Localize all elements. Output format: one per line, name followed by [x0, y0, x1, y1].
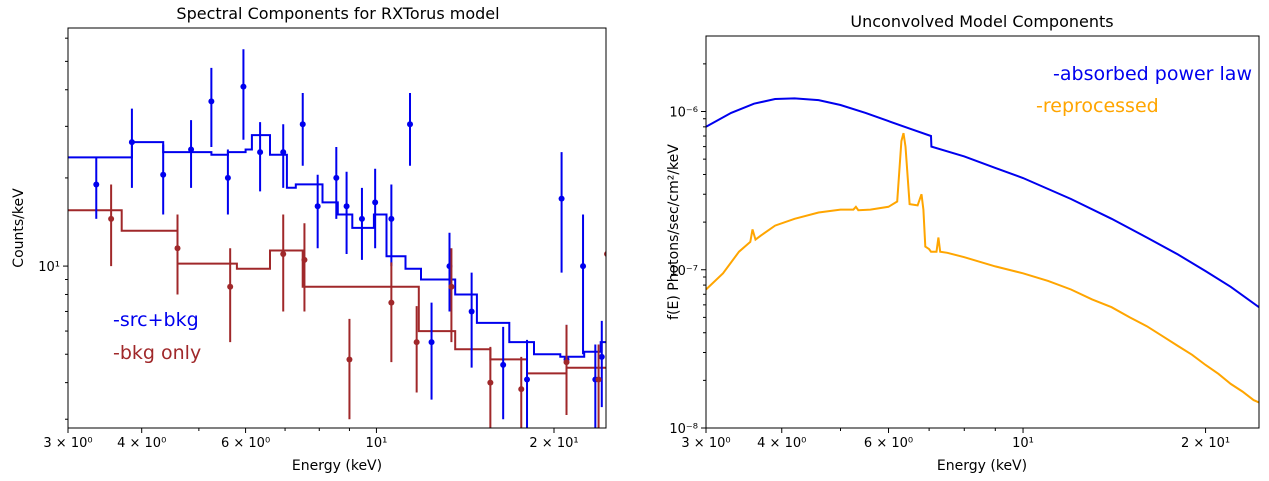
legend-absorbed-power-law: -absorbed power law	[1053, 63, 1252, 85]
left-chart-title: Spectral Components for RXTorus model	[176, 4, 499, 23]
left-series-2-point-15	[388, 215, 395, 222]
right-chart-title: Unconvolved Model Components	[850, 12, 1113, 31]
left-series-3-point-6	[388, 299, 395, 306]
left-y-axis-label: Counts/keV	[11, 188, 27, 268]
left-series-2-point-10	[314, 203, 321, 210]
legend-reprocessed: -reprocessed	[1036, 95, 1159, 117]
left-series-3-point-10	[518, 386, 525, 393]
left-axes-frame	[67, 27, 607, 429]
left-x-ticks: 3 × 10⁰ 4 × 10⁰ 6 × 10⁰ 10¹ 2 × 10¹	[43, 428, 579, 451]
left-xtick-label-4: 4 × 10⁰	[117, 436, 166, 451]
legend-src-bkg: -src+bkg	[113, 309, 199, 331]
left-series-2-point-6	[240, 83, 247, 90]
left-series-2-point-22	[558, 195, 565, 202]
right-axes-frame	[705, 35, 1260, 429]
left-series-2-point-13	[358, 215, 365, 222]
left-y-ticks: 10¹	[38, 37, 68, 420]
right-y-axis-label: f(E) Photons/sec/cm²/keV	[666, 144, 682, 320]
left-series-3-point-3	[280, 250, 287, 257]
right-xtick-label-10: 10¹	[1012, 436, 1034, 451]
left-series-3-point-12	[595, 376, 602, 383]
left-series-2-point-9	[299, 121, 306, 128]
right-xtick-label-3: 3 × 10⁰	[681, 436, 730, 451]
left-series-2-point-19	[468, 308, 475, 315]
left-series-2-point-21	[524, 376, 531, 383]
right-ytick-label: 10⁻⁷	[669, 264, 698, 279]
left-series-2-point-26	[598, 353, 605, 360]
left-series-2-point-1	[128, 139, 135, 146]
left-series-2-point-20	[500, 361, 507, 368]
left-xtick-label-20: 2 × 10¹	[529, 436, 578, 451]
left-series-3-point-9	[487, 379, 494, 386]
left-xtick-label-3: 3 × 10⁰	[43, 436, 92, 451]
left-x-axis-label: Energy (keV)	[292, 458, 382, 474]
right-panel: Unconvolved Model Components 3 × 10⁰ 4 × …	[666, 12, 1260, 474]
left-series-2-point-0	[93, 181, 100, 188]
left-series-2-point-24	[580, 263, 587, 270]
right-xtick-label-20: 2 × 10¹	[1181, 436, 1230, 451]
left-series-2-point-3	[188, 146, 195, 153]
left-series-3-point-2	[227, 283, 234, 290]
left-series-2-point-11	[333, 174, 340, 181]
left-series-2-point-2	[160, 171, 167, 178]
legend-bkg-only: -bkg only	[113, 342, 201, 364]
right-y-ticks: 10⁻⁸ 10⁻⁷ 10⁻⁶	[669, 63, 706, 437]
left-plot-area	[68, 49, 606, 428]
left-series-3-point-8	[448, 283, 455, 290]
left-series-2-point-7	[257, 149, 264, 156]
right-series-1-line	[706, 132, 1259, 404]
left-series-3-point-11	[563, 359, 570, 366]
right-series-0-line	[706, 97, 1259, 309]
left-series-2-point-16	[407, 121, 414, 128]
right-ytick-label: 10⁻⁸	[669, 422, 698, 437]
left-series-3-point-13	[604, 251, 606, 257]
left-series-3-point-1	[174, 245, 181, 252]
left-xtick-label-10: 10¹	[366, 436, 388, 451]
right-plot-area	[706, 97, 1259, 404]
left-ytick-label: 10¹	[38, 260, 60, 275]
right-x-ticks: 3 × 10⁰ 4 × 10⁰ 6 × 10⁰ 10¹ 2 × 10¹	[681, 428, 1230, 451]
left-series-3-point-5	[346, 356, 353, 363]
left-series-3-point-4	[301, 256, 308, 263]
right-ytick-label: 10⁻⁶	[669, 106, 698, 121]
right-x-axis-label: Energy (keV)	[937, 458, 1027, 474]
left-panel: Spectral Components for RXTorus model 3 …	[11, 4, 607, 474]
left-series-2-point-5	[224, 174, 231, 181]
left-series-2-point-17	[428, 339, 435, 346]
right-xtick-label-4: 4 × 10⁰	[757, 436, 806, 451]
left-series-3-point-7	[413, 339, 420, 346]
left-series-2-point-14	[372, 199, 379, 206]
left-series-3-point-0	[108, 215, 115, 222]
left-series-2-point-12	[343, 203, 350, 210]
left-series-2-point-4	[208, 98, 215, 105]
right-xtick-label-6: 6 × 10⁰	[864, 436, 913, 451]
left-xtick-label-6: 6 × 10⁰	[221, 436, 270, 451]
left-series-2-point-8	[280, 149, 287, 156]
